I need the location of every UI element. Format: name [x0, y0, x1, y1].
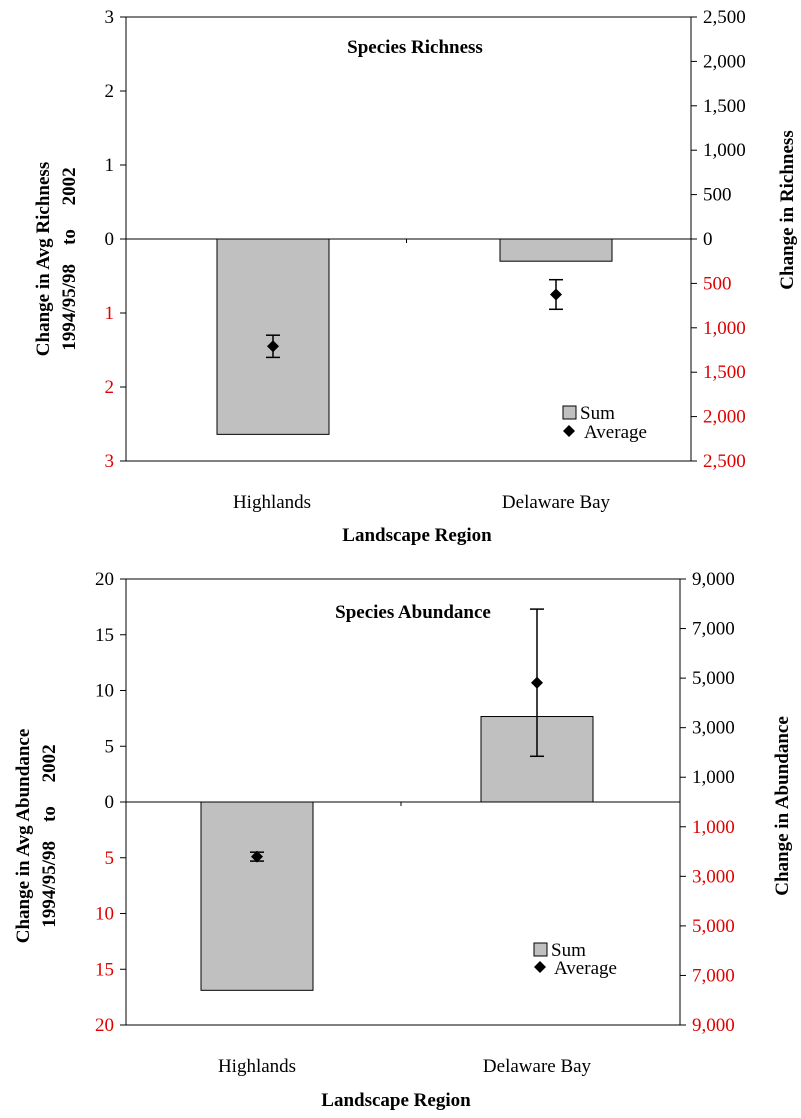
legend-sum-swatch — [533, 942, 548, 957]
left-y-tick-label-2: 1 — [105, 155, 115, 176]
left-y-tick-label-0: 20 — [95, 569, 114, 590]
abundance-left-y-axis-label-line2: 1994/95/98 to 2002 — [39, 744, 60, 927]
right-y-tick-label-5: 1,000 — [692, 817, 735, 838]
abundance-x-tick-label-delaware-bay: Delaware Bay — [483, 1056, 592, 1077]
right-y-tick-label-2: 1,500 — [703, 96, 746, 117]
sum-bar-1 — [499, 238, 613, 262]
left-y-tick-label-3: 0 — [105, 229, 115, 250]
right-y-tick-label-9: 2,000 — [703, 407, 746, 428]
right-y-tick-label-8: 1,500 — [703, 362, 746, 383]
abundance-x-tick-label-highlands: Highlands — [218, 1056, 296, 1077]
left-y-tick-label-6: 10 — [95, 904, 114, 925]
right-y-tick-label-3: 3,000 — [692, 718, 735, 739]
legend-sum-label: Sum — [580, 403, 615, 424]
right-y-tick-label-0: 9,000 — [692, 569, 735, 590]
right-y-tick-label-4: 1,000 — [692, 767, 735, 788]
legend-average-label: Average — [584, 422, 647, 443]
left-y-tick-label-4: 0 — [105, 792, 115, 813]
abundance-left-y-axis-label-line1: Change in Avg Abundance — [13, 729, 34, 944]
richness-left-y-axis-label-line1: Change in Avg Richness — [33, 162, 54, 356]
richness-chart-title: Species Richness — [347, 37, 483, 58]
richness-chart: Species Richness Highlands Delaware Bay … — [33, 7, 798, 546]
right-y-tick-label-6: 500 — [703, 273, 732, 294]
right-y-tick-label-4: 500 — [703, 185, 732, 206]
right-y-tick-label-7: 1,000 — [703, 318, 746, 339]
abundance-x-axis-label: Landscape Region — [321, 1090, 471, 1111]
right-y-tick-label-0: 2,500 — [703, 7, 746, 28]
left-y-tick-label-6: 3 — [105, 451, 115, 472]
right-y-tick-label-1: 2,000 — [703, 51, 746, 72]
legend-average-diamond-icon — [563, 425, 575, 437]
legend-sum-swatch — [562, 405, 577, 420]
right-y-tick-label-6: 3,000 — [692, 866, 735, 887]
richness-x-tick-label-delaware-bay: Delaware Bay — [502, 492, 611, 513]
richness-x-axis-label: Landscape Region — [342, 525, 492, 546]
richness-legend: Sum Average — [562, 403, 647, 443]
left-y-tick-label-8: 20 — [95, 1015, 114, 1036]
left-y-tick-label-4: 1 — [105, 303, 115, 324]
abundance-chart-title: Species Abundance — [335, 602, 491, 623]
left-y-tick-label-2: 10 — [95, 681, 114, 702]
richness-right-y-axis-label: Change in Richness — [777, 130, 798, 289]
right-y-tick-label-3: 1,000 — [703, 140, 746, 161]
legend-sum-label: Sum — [551, 940, 586, 961]
left-y-tick-label-3: 5 — [105, 736, 115, 757]
right-y-tick-label-10: 2,500 — [703, 451, 746, 472]
average-diamond-point-0 — [267, 340, 279, 353]
left-y-tick-label-0: 3 — [105, 7, 115, 28]
average-diamond-point-1 — [531, 676, 543, 689]
left-y-tick-label-7: 15 — [95, 959, 114, 980]
abundance-chart: Species Abundance Highlands Delaware Bay… — [13, 569, 793, 1111]
legend-average-label: Average — [554, 958, 617, 979]
abundance-plot-area: 20 15 10 5 0 5 10 15 20 9,000 7,000 5,000 3,000 1,000… — [95, 569, 735, 1036]
left-y-tick-label-5: 5 — [105, 848, 115, 869]
right-y-tick-label-7: 5,000 — [692, 916, 735, 937]
right-y-tick-label-9: 9,000 — [692, 1015, 735, 1036]
sum-bar-0 — [200, 801, 314, 991]
left-y-tick-label-1: 2 — [105, 81, 115, 102]
average-diamond-point-0 — [251, 850, 263, 863]
richness-x-tick-label-highlands: Highlands — [233, 492, 311, 513]
richness-plot-area: 3 2 1 0 1 2 3 2,500 2,000 1,500 1,000 500 0 500 1,000 1… — [105, 7, 746, 472]
abundance-right-y-axis-label: Change in Abundance — [772, 716, 793, 896]
average-diamond-point-1 — [550, 288, 562, 301]
left-y-tick-label-5: 2 — [105, 377, 115, 398]
right-y-tick-label-1: 7,000 — [692, 619, 735, 640]
abundance-legend: Sum Average — [533, 940, 617, 979]
left-y-tick-label-1: 15 — [95, 625, 114, 646]
richness-left-y-axis-label-line2: 1994/95/98 to 2002 — [59, 167, 80, 350]
right-y-tick-label-5: 0 — [703, 229, 713, 250]
legend-average-diamond-icon — [534, 961, 546, 973]
right-y-tick-label-2: 5,000 — [692, 668, 735, 689]
right-y-tick-label-8: 7,000 — [692, 965, 735, 986]
